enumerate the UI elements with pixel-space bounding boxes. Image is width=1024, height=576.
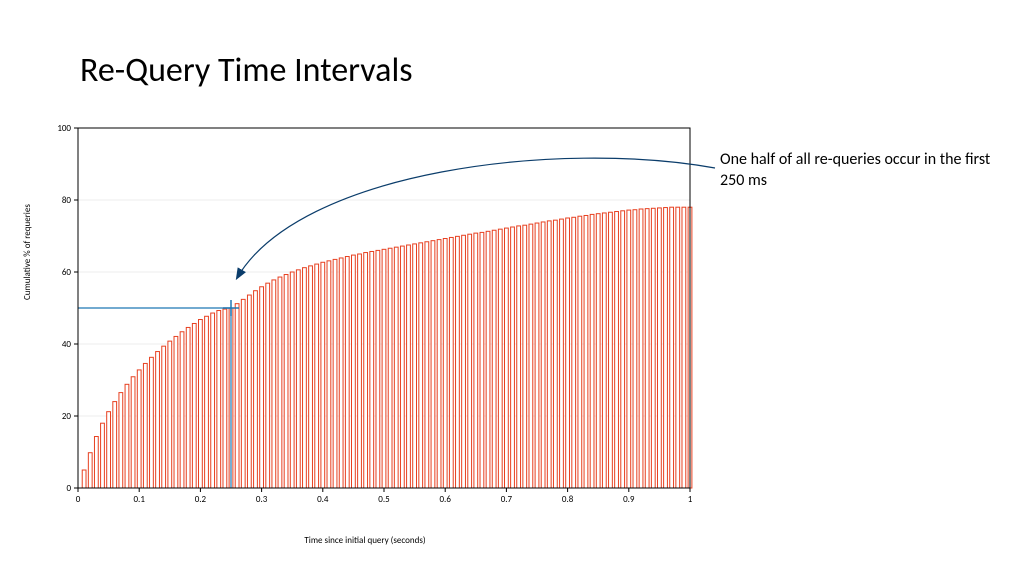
chart-svg: 0 20 40 60 80 100 0 0.1 0.2 0.3 0.4 0.5 0.6 0.7 0.8 0.9… — [30, 120, 700, 520]
svg-text:0.2: 0.2 — [195, 494, 207, 505]
svg-text:0.6: 0.6 — [439, 494, 451, 505]
y-axis-label: Cumulative % of requeries — [22, 204, 33, 300]
svg-text:60: 60 — [62, 267, 72, 278]
svg-text:1: 1 — [688, 494, 693, 505]
x-axis-label: Time since initial query (seconds) — [30, 535, 700, 546]
svg-text:0.8: 0.8 — [562, 494, 574, 505]
chart-annotation: One half of all re-queries occur in the … — [720, 150, 1000, 192]
svg-text:80: 80 — [62, 195, 72, 206]
svg-text:0.1: 0.1 — [133, 494, 145, 505]
svg-text:0.5: 0.5 — [378, 494, 390, 505]
slide-title: Re-Query Time Intervals — [80, 50, 413, 91]
svg-text:20: 20 — [62, 411, 72, 422]
svg-text:100: 100 — [57, 123, 71, 134]
requery-chart: Cumulative % of requeries 02040608010000… — [30, 120, 700, 540]
svg-text:40: 40 — [62, 339, 72, 350]
svg-text:0.7: 0.7 — [501, 494, 513, 505]
svg-text:0: 0 — [66, 483, 71, 494]
svg-text:0: 0 — [76, 494, 81, 505]
svg-text:0.3: 0.3 — [256, 494, 268, 505]
svg-text:0.9: 0.9 — [623, 494, 635, 505]
svg-text:0.4: 0.4 — [317, 494, 329, 505]
